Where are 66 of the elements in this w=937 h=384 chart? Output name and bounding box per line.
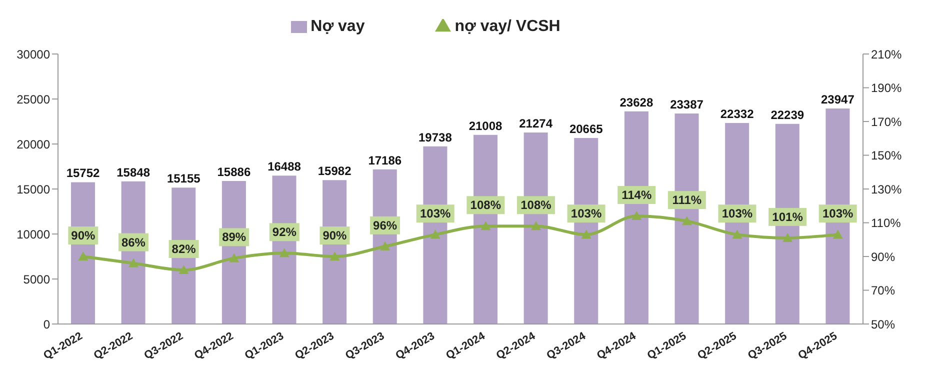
data-label: 22239: [770, 108, 804, 122]
y-tick-label: 15000: [16, 182, 50, 196]
data-label: 17186: [368, 153, 402, 168]
data-label: 103%: [570, 206, 602, 221]
y-tick-label: 10000: [16, 227, 50, 242]
point: [128, 258, 138, 268]
data-label: 23628: [620, 95, 654, 110]
data-label: 16488: [268, 160, 302, 174]
data-label: 92%: [272, 225, 297, 240]
point: [832, 230, 843, 239]
y-tick-label: 30000: [16, 47, 50, 62]
y2-tick-label: 150%: [871, 148, 902, 163]
point: [330, 252, 340, 260]
point: [530, 221, 541, 230]
data-label: 20665: [569, 122, 604, 136]
data-label: 15848: [116, 165, 150, 180]
data-label: 90%: [322, 228, 348, 242]
y2-tick-label: 130%: [871, 182, 902, 196]
point: [279, 248, 290, 258]
data-label: 90%: [71, 228, 96, 242]
data-label: 89%: [222, 230, 246, 244]
data-label: 103%: [420, 206, 452, 221]
data-label: 19738: [418, 130, 452, 144]
y2-tick-label: 170%: [871, 114, 902, 129]
data-label: 22332: [720, 107, 754, 122]
y2-tick-label: 70%: [871, 284, 896, 298]
y-tick-label: 25000: [16, 92, 50, 106]
data-label: 23387: [670, 98, 704, 112]
y2-tick-label: 210%: [871, 47, 902, 62]
data-label: 15752: [66, 166, 100, 180]
point: [632, 211, 642, 220]
y-tick-label: 5000: [23, 272, 50, 286]
data-label: 108%: [520, 198, 552, 212]
data-label: 15155: [166, 172, 201, 186]
point: [581, 230, 592, 239]
y2-tick-label: 90%: [871, 250, 896, 264]
data-label: 114%: [622, 188, 652, 202]
legend-label: Nợ vay: [310, 18, 365, 35]
y-tick-label: 0: [43, 317, 50, 332]
point: [430, 230, 440, 239]
point: [380, 241, 390, 250]
data-label: 86%: [121, 235, 146, 250]
data-label: 103%: [722, 206, 753, 221]
data-label: 15886: [217, 165, 251, 180]
data-label: 96%: [373, 218, 398, 232]
point: [229, 253, 240, 262]
data-label: 21274: [519, 116, 553, 131]
point: [782, 232, 793, 242]
point: [178, 265, 189, 274]
legend-label: nợ vay/ VCSH: [454, 18, 560, 35]
data-label: 23947: [821, 92, 855, 106]
data-label: 111%: [672, 193, 702, 208]
data-label: 82%: [172, 242, 196, 256]
data-label: 103%: [822, 206, 854, 221]
point: [682, 216, 692, 226]
data-label: 101%: [772, 210, 804, 224]
point: [480, 221, 491, 230]
y2-tick-label: 50%: [871, 317, 896, 332]
data-label: 108%: [470, 198, 502, 212]
y-tick-label: 20000: [16, 137, 50, 152]
point: [732, 230, 742, 239]
point: [78, 252, 88, 260]
data-label: 21008: [468, 118, 503, 133]
y2-tick-label: 110%: [871, 216, 902, 230]
y2-tick-label: 190%: [871, 81, 902, 96]
data-label: 15982: [318, 164, 352, 178]
